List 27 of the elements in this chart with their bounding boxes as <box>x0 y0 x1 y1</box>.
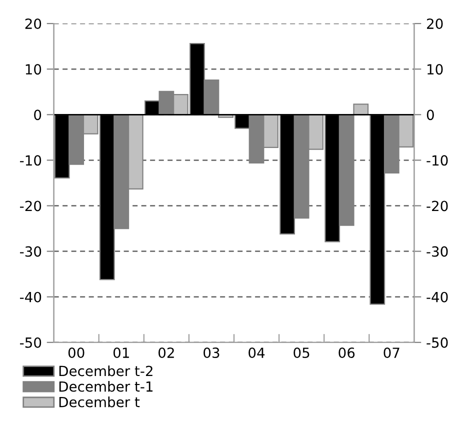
x-tick-label: 04 <box>248 348 265 358</box>
legend-label: December t-2 <box>59 365 152 376</box>
y-tick-label: -40 <box>20 292 42 302</box>
x-tick-label: 06 <box>338 348 355 358</box>
y-tick-label: -30 <box>20 246 42 257</box>
x-tick-label: 00 <box>68 348 84 358</box>
x-tick-label: 07 <box>384 348 400 358</box>
y-tick-label: -50 <box>20 337 42 348</box>
x-tick-label: 03 <box>204 348 220 358</box>
legend-label: December t-1 <box>59 381 153 392</box>
y2-tick-label: -30 <box>426 246 448 257</box>
y-tick-label: -20 <box>20 200 42 212</box>
y2-tick-label: -40 <box>426 292 448 302</box>
y-tick-label: 20 <box>25 18 42 30</box>
x-tick-label: 02 <box>158 348 174 358</box>
legend-label: December t <box>59 396 140 408</box>
y2-tick-label: -50 <box>426 337 448 348</box>
y2-tick-label: -10 <box>426 155 448 166</box>
x-tick-label: 01 <box>113 348 129 358</box>
y-tick-label: 10 <box>26 64 42 75</box>
y-tick-label: -10 <box>20 155 42 166</box>
y-tick-label: 0 <box>34 110 42 120</box>
x-tick-label: 05 <box>294 348 310 358</box>
y2-tick-label: 0 <box>426 110 434 120</box>
y2-tick-label: 10 <box>428 64 443 75</box>
y2-tick-label: -20 <box>426 200 448 212</box>
y2-tick-label: 20 <box>427 18 443 30</box>
